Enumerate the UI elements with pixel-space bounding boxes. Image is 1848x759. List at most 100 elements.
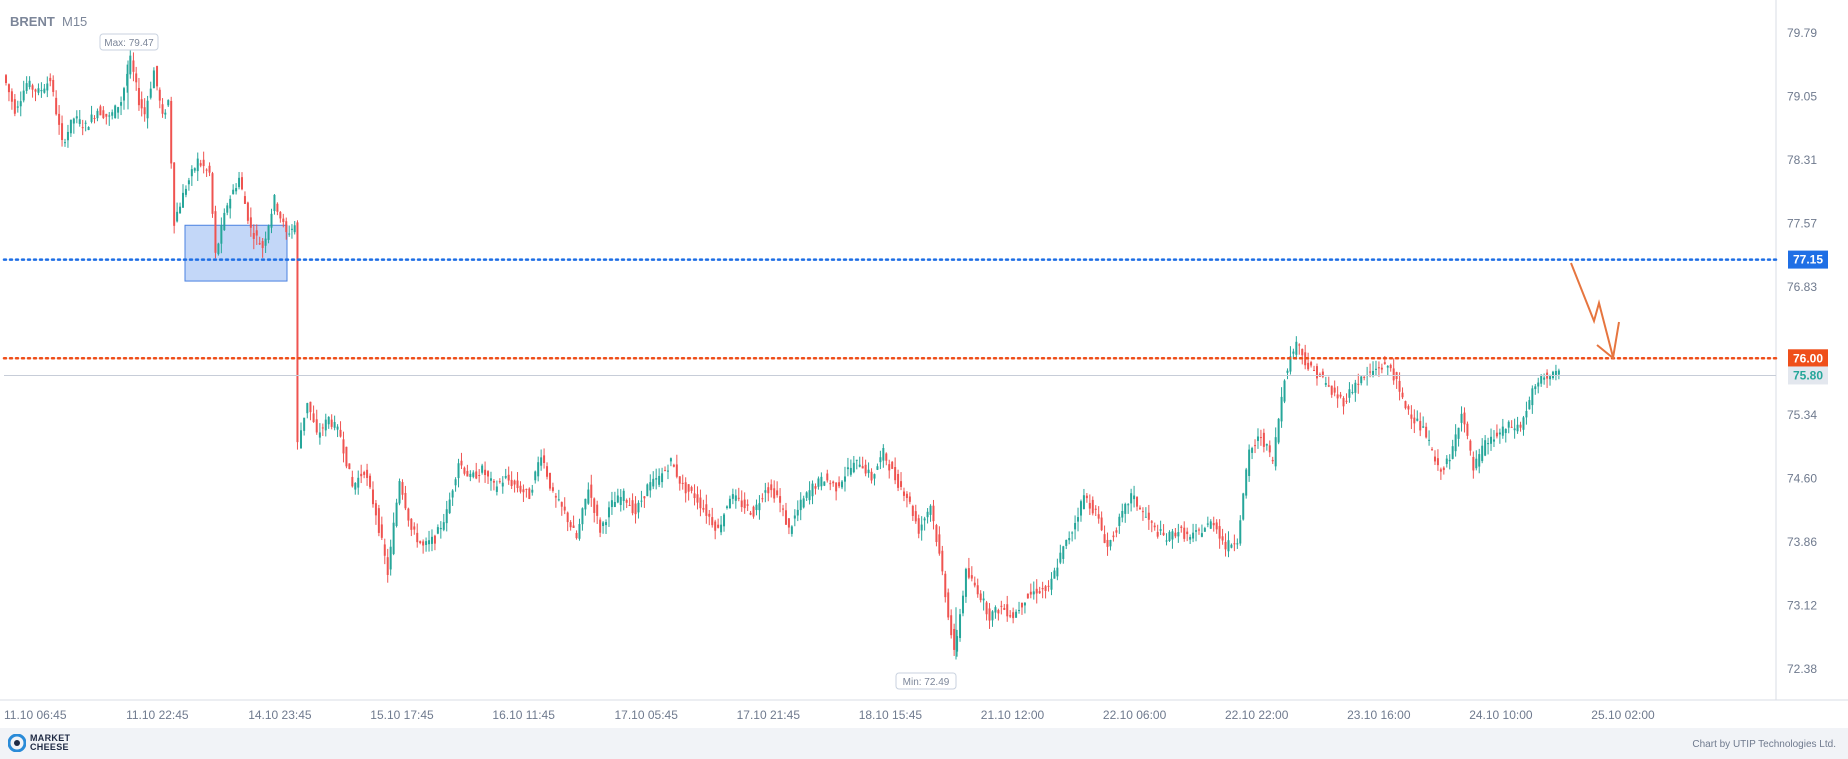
- candle-body: [900, 481, 903, 487]
- candle-body: [1374, 368, 1377, 370]
- candle-body: [199, 163, 202, 166]
- candle-body: [99, 106, 102, 116]
- candle-body: [126, 73, 129, 86]
- candle-body: [1498, 432, 1501, 435]
- candle-body: [1174, 532, 1177, 537]
- candle-body: [492, 480, 495, 483]
- candle-body: [1451, 446, 1454, 459]
- candle-body: [1156, 531, 1159, 537]
- candle-body: [743, 499, 746, 509]
- candle-body: [469, 473, 472, 477]
- candle-body: [914, 511, 917, 522]
- candle-body: [578, 524, 581, 539]
- candle-body: [46, 83, 49, 91]
- candle-body: [661, 473, 664, 483]
- candle-body: [926, 511, 929, 518]
- candle-body: [708, 513, 711, 517]
- candle-body: [935, 525, 938, 543]
- candle-body: [546, 466, 549, 477]
- candle-body: [1495, 432, 1498, 437]
- candle-body: [1018, 609, 1021, 611]
- candle-body: [255, 230, 258, 236]
- candle-body: [478, 474, 481, 476]
- candle-body: [1324, 383, 1327, 385]
- candle-body: [1313, 370, 1316, 372]
- candle-body: [619, 496, 622, 506]
- candle-body: [855, 459, 858, 461]
- candle-body: [1094, 508, 1097, 510]
- timeframe-label: M15: [62, 14, 87, 29]
- candle-body: [1277, 418, 1280, 443]
- candle-body: [1484, 440, 1487, 456]
- candle-body: [885, 453, 888, 461]
- candle-body: [102, 110, 105, 118]
- candle-body: [876, 466, 879, 470]
- candle-body: [205, 169, 208, 171]
- candle-body: [1044, 586, 1047, 591]
- candle-body: [214, 211, 217, 253]
- candle-body: [684, 482, 687, 494]
- candle-body: [176, 211, 179, 222]
- candle-body: [184, 188, 187, 195]
- candle-body: [1475, 458, 1478, 469]
- candle-body: [699, 497, 702, 509]
- candle-body: [622, 490, 625, 501]
- candle-body: [776, 490, 779, 496]
- candle-body: [599, 519, 602, 533]
- candle-body: [425, 541, 428, 545]
- candle-body: [5, 75, 7, 84]
- x-tick-label: 16.10 11:45: [492, 708, 555, 722]
- candle-body: [820, 476, 823, 487]
- candle-body: [105, 113, 108, 117]
- candle-body: [96, 110, 99, 119]
- candle-body: [829, 483, 832, 485]
- candle-body: [10, 91, 13, 102]
- chart-canvas[interactable]: BRENT M15 79.79 79.05 78.31 77.57 76.83 75.34…: [0, 0, 1848, 728]
- candle-body: [976, 585, 979, 595]
- candle-body: [392, 522, 395, 554]
- candle-body: [666, 470, 669, 472]
- candle-body: [1177, 532, 1180, 537]
- candle-body: [1233, 543, 1236, 545]
- candle-body: [1537, 382, 1540, 387]
- y-tick-label: 74.60: [1787, 471, 1817, 485]
- candle-body: [1192, 532, 1195, 539]
- candle-body: [1065, 539, 1068, 546]
- candle-body: [1283, 380, 1286, 402]
- candle-body: [678, 476, 681, 484]
- candle-body: [1221, 536, 1224, 541]
- candle-body: [360, 473, 363, 477]
- candle-body: [575, 532, 578, 539]
- candle-body: [137, 87, 140, 106]
- candle-body: [241, 177, 243, 190]
- candle-body: [714, 521, 717, 531]
- candle-body: [956, 636, 959, 652]
- candle-body: [1077, 517, 1080, 522]
- candle-body: [973, 582, 976, 586]
- candle-body: [1171, 531, 1174, 540]
- candle-body: [522, 489, 525, 493]
- max-marker: Max: 79.47: [99, 33, 159, 51]
- candle-body: [229, 198, 232, 209]
- candle-body: [84, 122, 87, 124]
- candle-body: [832, 481, 835, 484]
- x-tick-label: 22.10 06:00: [1103, 708, 1167, 722]
- candle-body: [475, 471, 478, 479]
- candle-body: [534, 471, 537, 481]
- candle-body: [879, 457, 882, 463]
- chart-credit: Chart by UTIP Technologies Ltd.: [1692, 739, 1836, 750]
- candle-body: [967, 568, 970, 578]
- candle-body: [436, 527, 439, 534]
- level-lines[interactable]: 77.15 76.00 75.80: [2, 250, 1828, 385]
- candle-body: [1168, 531, 1171, 541]
- candle-body: [43, 88, 46, 93]
- candle-body: [351, 476, 354, 487]
- candle-body: [380, 524, 383, 538]
- candle-body: [1472, 456, 1475, 471]
- candle-body: [1292, 351, 1295, 354]
- candle-body: [787, 518, 790, 528]
- candle-body: [1504, 428, 1507, 434]
- candle-body: [649, 482, 652, 491]
- candle-body: [917, 518, 920, 534]
